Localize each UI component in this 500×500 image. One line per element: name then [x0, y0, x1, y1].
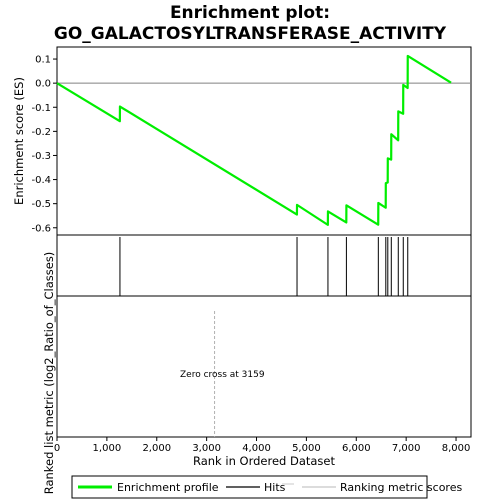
- zero-cross-annotation: Zero cross at 3159: [180, 370, 265, 380]
- x-tick-label: 1,000: [93, 443, 122, 454]
- y-axis-label-es: Enrichment score (ES): [12, 77, 26, 205]
- x-tick-label: 2,000: [142, 443, 171, 454]
- chart-title-line-2: GO_GALACTOSYLTRANSFERASE_ACTIVITY: [54, 24, 447, 44]
- y-tick-label: -0.5: [31, 199, 51, 210]
- x-tick-label: 7,000: [392, 443, 421, 454]
- y-axis-label-metric: Ranked list metric (log2_Ratio_of_Classe…: [42, 252, 56, 495]
- legend-label-enrichment-profile: Enrichment profile: [117, 481, 219, 494]
- es-panel-frame: [56, 46, 472, 236]
- hits-panel-frame: [56, 234, 472, 297]
- y-tick-label: -0.3: [31, 151, 51, 162]
- x-tick-label: 8,000: [442, 443, 471, 454]
- y-tick-label: -0.4: [31, 175, 51, 186]
- x-tick-label: 3,000: [192, 443, 221, 454]
- x-tick-label: 5,000: [292, 443, 321, 454]
- y-tick-label: -0.1: [31, 103, 51, 114]
- x-axis-label: Rank in Ordered Dataset: [193, 454, 336, 468]
- legend-label-ranking-metric: Ranking metric scores: [340, 481, 462, 494]
- y-tick-label: -0.6: [31, 223, 51, 234]
- chart-title-line-1: Enrichment plot:: [170, 3, 330, 23]
- x-tick-label: 4,000: [242, 443, 271, 454]
- enrichment-profile-line: [56, 54, 452, 226]
- y-tick-label: 0.0: [35, 79, 51, 90]
- legend-label-hits: Hits: [264, 481, 286, 494]
- x-tick-label: 0: [54, 443, 60, 454]
- y-tick-label: -0.2: [31, 127, 51, 138]
- y-tick-label: 0.1: [35, 55, 51, 66]
- metric-panel-frame: [56, 295, 472, 438]
- x-tick-label: 6,000: [342, 443, 371, 454]
